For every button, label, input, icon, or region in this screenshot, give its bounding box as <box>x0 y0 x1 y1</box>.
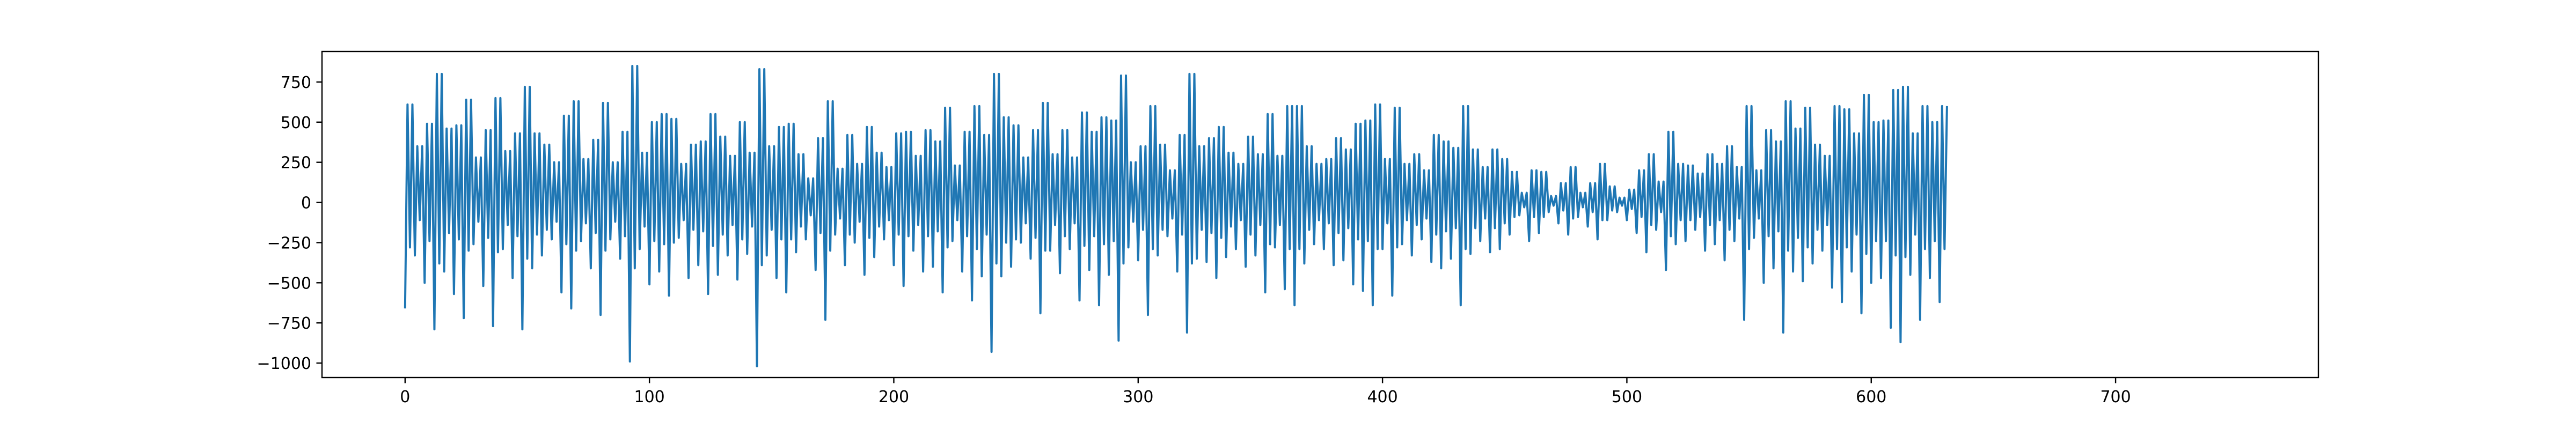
x-tick-label: 300 <box>1123 388 1153 406</box>
x-tick-label: 700 <box>2100 388 2131 406</box>
data-layer <box>404 64 1948 368</box>
plot-frame <box>321 50 2319 379</box>
x-tick-label: 200 <box>879 388 909 406</box>
x-tick-label: 0 <box>400 388 410 406</box>
y-tick-label: 250 <box>281 154 311 173</box>
x-tick-label: 100 <box>634 388 665 406</box>
y-tick-label: −1000 <box>257 354 311 373</box>
y-tick-label: 0 <box>301 194 311 213</box>
x-tick-label: 400 <box>1367 388 1397 406</box>
y-tick-label: 750 <box>281 73 311 92</box>
x-axis: 0 100 200 300 400 500 600 700 <box>400 378 2131 406</box>
y-tick-label: 500 <box>281 114 311 132</box>
y-tick-label: −500 <box>267 274 311 293</box>
y-tick-label: −750 <box>267 314 311 333</box>
series-line-0 <box>404 64 1948 368</box>
y-axis: −1000 −750 −500 −250 0 250 500 750 <box>257 73 322 373</box>
x-tick-label: 500 <box>1612 388 1642 406</box>
x-tick-label: 600 <box>1856 388 1886 406</box>
y-tick-label: −250 <box>267 234 311 253</box>
